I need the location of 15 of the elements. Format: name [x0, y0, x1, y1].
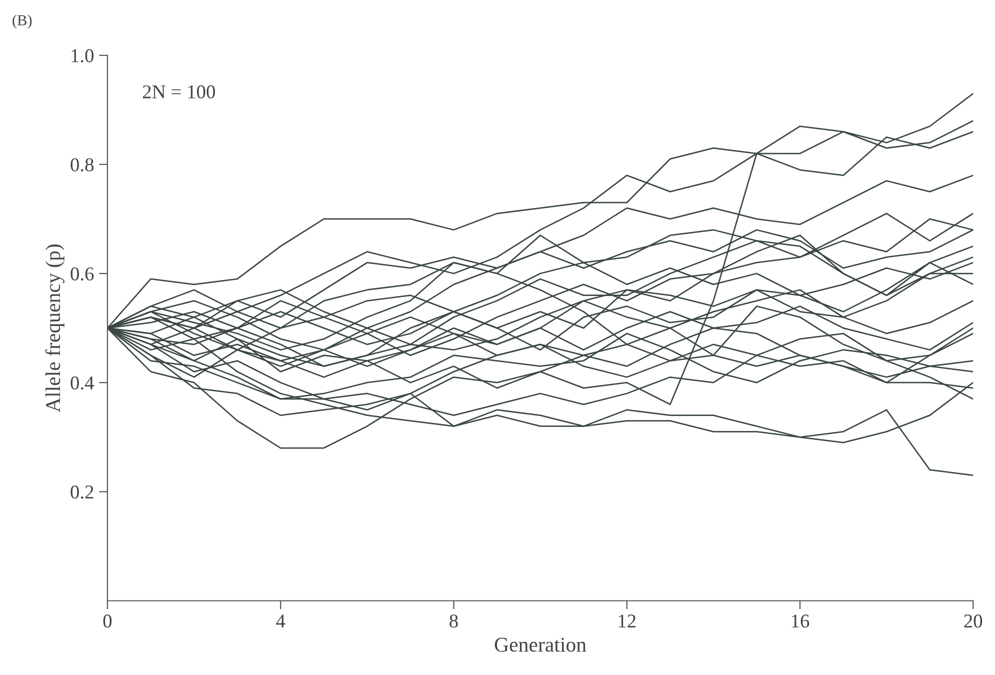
annotation: 2N = 100 — [142, 85, 215, 98]
x-tick-label: 20 — [964, 614, 982, 628]
y-tick-label: 0.8 — [70, 158, 94, 172]
text: (B) — [12, 14, 32, 29]
x-tick-label: 4 — [276, 614, 286, 628]
y-tick-label: 1.0 — [72, 49, 94, 62]
x-tick-label: 0 — [103, 614, 112, 628]
y-tick-label: 0.4 — [70, 376, 94, 390]
x-axis-title: Generation — [494, 638, 586, 652]
x-tick-label: 8 — [450, 614, 458, 628]
y-tick-label: 0.6 — [70, 267, 94, 281]
y-axis-title: Allele frequency (p) — [45, 244, 64, 412]
x-tick-label: 16 — [792, 614, 810, 628]
x-tick-label: 12 — [618, 614, 636, 628]
y-tick-label: 0.2 — [70, 485, 94, 499]
